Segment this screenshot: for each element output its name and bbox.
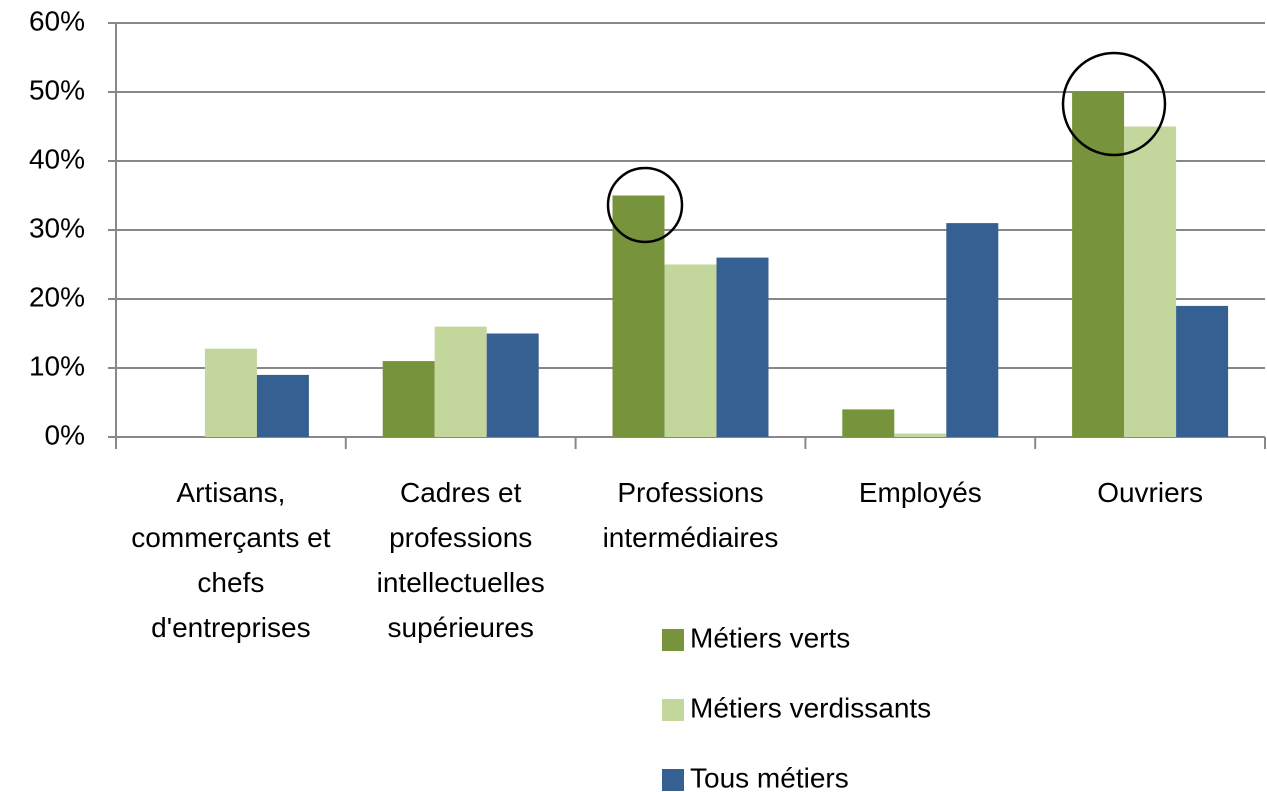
bar [382,361,435,437]
bar [1176,305,1229,437]
y-tick-label: 20% [29,281,85,312]
bar [434,326,487,437]
bar [1072,92,1125,437]
y-tick-label: 0% [45,419,85,450]
x-tick-label: Employés [858,477,982,508]
x-tick-label: Cadres et professions intellectuelles su… [376,477,545,643]
bar [204,348,257,437]
highlight-circle [1061,51,1167,157]
legend-label: Tous métiers [690,762,849,792]
legend-swatch [662,699,684,721]
x-tick-label: Professions intermédiaires [602,477,779,553]
x-tick-label: Artisans, commerçants et chefs d'entrepr… [131,477,331,643]
legend-swatch [662,629,684,651]
legend-swatch [662,769,684,791]
bar [716,257,769,437]
bar [256,374,309,437]
bar [894,433,947,437]
y-tick-label: 60% [29,5,85,36]
bar [612,195,665,437]
bar [486,333,539,437]
y-tick-label: 10% [29,350,85,381]
y-tick-label: 50% [29,74,85,105]
bar [946,223,999,437]
x-tick-label: Ouvriers [1097,477,1203,508]
y-tick-label: 40% [29,143,85,174]
y-tick-label: 30% [29,212,85,243]
bar [1124,126,1177,437]
bar [664,264,717,437]
legend-label: Métiers verts [690,622,850,653]
highlight-circle [606,166,684,244]
bar [842,409,895,437]
legend-label: Métiers verdissants [690,692,931,723]
plot: 0% 10% 20% 30% 40% 50% 60% Métiers verts Métiers… [29,5,1266,792]
